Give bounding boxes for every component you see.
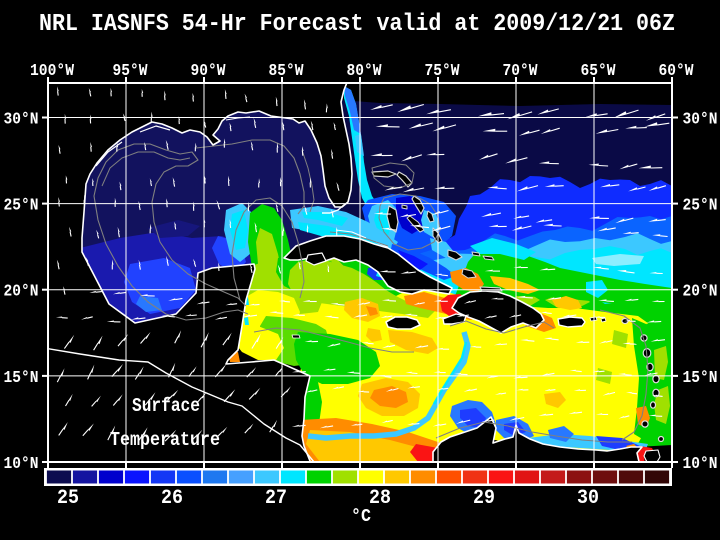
- svg-text:60°W: 60°W: [659, 62, 695, 81]
- svg-text:10°N: 10°N: [683, 455, 718, 474]
- svg-text:Surface: Surface: [132, 395, 200, 417]
- svg-text:25°N: 25°N: [683, 197, 718, 216]
- svg-text:15°N: 15°N: [4, 369, 39, 388]
- svg-text:27: 27: [265, 487, 287, 510]
- svg-text:85°W: 85°W: [269, 62, 305, 81]
- svg-text:°C: °C: [351, 507, 371, 527]
- svg-text:25°N: 25°N: [4, 197, 39, 216]
- svg-text:28: 28: [369, 487, 391, 510]
- svg-text:90°W: 90°W: [191, 62, 227, 81]
- svg-text:29: 29: [473, 487, 495, 510]
- svg-text:NRL IASNFS 54-Hr Forecast val: NRL IASNFS 54-Hr Forecast valid at 2009/…: [39, 11, 675, 38]
- svg-text:30°N: 30°N: [4, 111, 39, 130]
- svg-text:25: 25: [57, 487, 79, 510]
- svg-text:95°W: 95°W: [113, 62, 149, 81]
- svg-text:100°W: 100°W: [30, 62, 75, 81]
- svg-text:15°N: 15°N: [683, 369, 718, 388]
- svg-text:30°N: 30°N: [683, 111, 718, 130]
- svg-text:80°W: 80°W: [347, 62, 383, 81]
- svg-text:10°N: 10°N: [4, 455, 39, 474]
- svg-text:20°N: 20°N: [4, 283, 39, 302]
- svg-text:Temperature: Temperature: [110, 429, 220, 451]
- svg-text:65°W: 65°W: [581, 62, 617, 81]
- svg-text:70°W: 70°W: [503, 62, 539, 81]
- svg-text:20°N: 20°N: [683, 283, 718, 302]
- svg-text:30: 30: [577, 487, 599, 510]
- svg-text:26: 26: [161, 487, 183, 510]
- svg-text:75°W: 75°W: [425, 62, 461, 81]
